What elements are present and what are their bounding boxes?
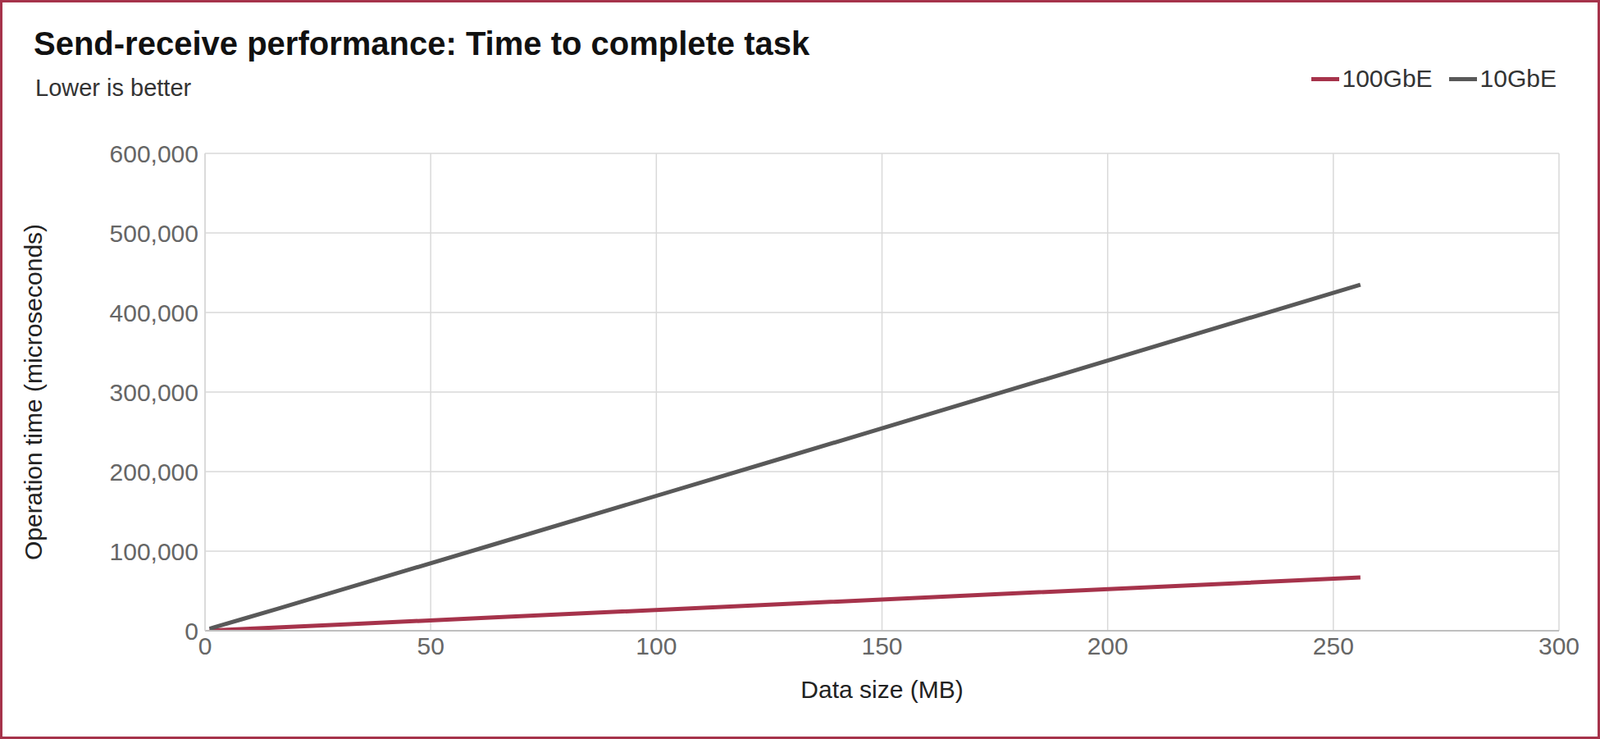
- html-text:Send-receive performance: Time: Send-receive performance: Time to comple…: [33, 25, 810, 62]
- svg-text:300,000: 300,000: [109, 378, 199, 406]
- html-text:Lower is better: Lower is better: [35, 74, 192, 101]
- svg-text:50: 50: [416, 632, 444, 660]
- svg-text:300: 300: [1538, 632, 1580, 660]
- svg-text:Operation time (microseconds): Operation time (microseconds): [19, 223, 47, 561]
- svg-text:150: 150: [861, 632, 903, 660]
- svg-text:100: 100: [635, 632, 677, 660]
- svg-text:Data size (MB): Data size (MB): [800, 675, 963, 703]
- svg-text:250: 250: [1312, 632, 1354, 660]
- svg-text:200: 200: [1087, 632, 1129, 660]
- html-text:10GbE: 10GbE: [1479, 64, 1557, 92]
- svg-text:100,000: 100,000: [109, 537, 199, 566]
- svg-text:0: 0: [198, 632, 213, 660]
- html-text:100GbE: 100GbE: [1342, 64, 1433, 92]
- svg-text:0: 0: [184, 617, 199, 645]
- svg-text:200,000: 200,000: [109, 458, 199, 486]
- svg-text:500,000: 500,000: [109, 219, 199, 247]
- svg-text:400,000: 400,000: [109, 299, 199, 327]
- svg-text:600,000: 600,000: [109, 140, 199, 168]
